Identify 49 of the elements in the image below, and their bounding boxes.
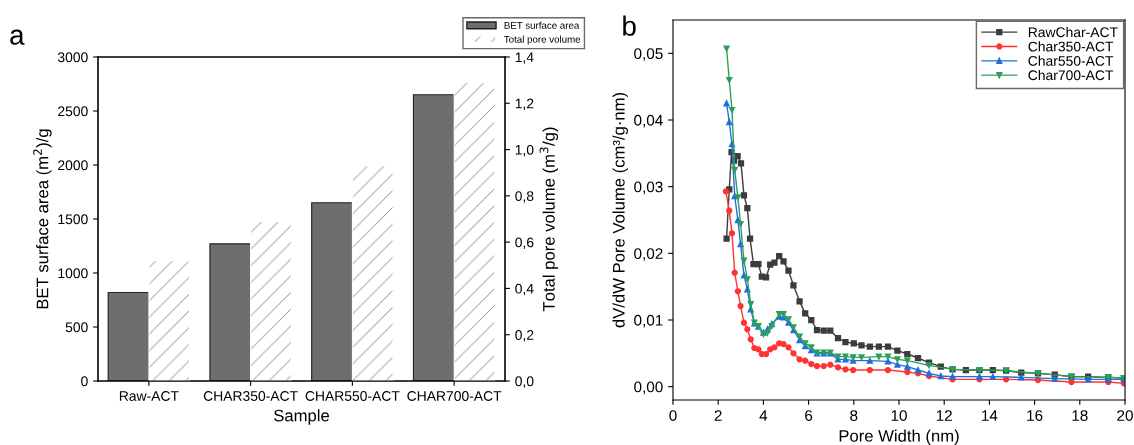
y-axis-title: BET surface area (m$^{2}$)/g <box>33 129 52 309</box>
y-tick-label: 0,00 <box>634 381 663 395</box>
y-tick-label: 0,05 <box>634 48 663 61</box>
x-tick-label: 8 <box>850 410 858 421</box>
x-tick-label: CHAR550-ACT <box>305 391 400 401</box>
y2-tick-label: 0,6 <box>515 237 534 249</box>
x-tick-label: 10 <box>891 410 907 421</box>
y2-tick-label: 1,2 <box>515 98 534 111</box>
text: a <box>10 29 25 45</box>
x-tick-label: 16 <box>1027 410 1043 421</box>
text: b <box>623 15 636 36</box>
legend-label: RawChar-ACT <box>1028 26 1118 38</box>
x-tick-label: 4 <box>759 410 768 421</box>
x-tick-label: 0 <box>669 410 677 421</box>
x-tick-label: 14 <box>982 410 998 421</box>
x-tick-label: 18 <box>1072 410 1088 421</box>
legend-label: Char700-ACT <box>1028 69 1114 81</box>
y-tick-label: 0,01 <box>634 314 663 328</box>
y2-tick-label: 0,2 <box>515 330 534 342</box>
y2-tick-label: 1,4 <box>515 52 534 64</box>
x-axis-title: Pore Width (nm) <box>839 429 959 445</box>
y-tick-label: 1500 <box>58 214 88 225</box>
y2-axis-title: Total pore volume (m$^{3}$/g) <box>539 127 559 312</box>
y-tick-label: 500 <box>65 322 88 333</box>
y2-tick-label: 0,8 <box>515 191 534 203</box>
y-tick-label: 0,02 <box>634 248 663 261</box>
y-tick-label: 0 <box>81 376 88 387</box>
y-tick-label: 3000 <box>57 52 88 63</box>
y-tick-label: 2500 <box>58 106 88 117</box>
legend-label: Total pore volume <box>504 35 581 45</box>
y2-tick-label: 0,4 <box>515 283 534 296</box>
y-tick-label: 0,03 <box>634 181 663 195</box>
x-axis-title: Sample <box>274 409 330 425</box>
y-tick-label: 0,04 <box>634 114 663 128</box>
x-tick-label: 12 <box>936 410 952 421</box>
y-axis-title: dV/dW Pore Volume (cm³/g·nm) <box>612 92 628 328</box>
y2-tick-label: 0,0 <box>515 376 534 388</box>
legend-label: Char350-ACT <box>1028 41 1114 52</box>
x-tick-label: 20 <box>1117 410 1133 421</box>
x-tick-label: CHAR350-ACT <box>203 391 298 401</box>
x-tick-label: 2 <box>714 410 722 421</box>
y-tick-label: 2000 <box>58 160 88 171</box>
y2-tick-label: 1,0 <box>515 144 534 157</box>
x-tick-label: Raw-ACT <box>119 391 179 401</box>
legend-label: Char550-ACT <box>1028 55 1114 66</box>
legend-label: BET surface area <box>504 21 580 29</box>
x-tick-label: CHAR700-ACT <box>407 391 502 401</box>
y-tick-label: 1000 <box>58 268 88 279</box>
x-tick-label: 6 <box>805 410 813 421</box>
